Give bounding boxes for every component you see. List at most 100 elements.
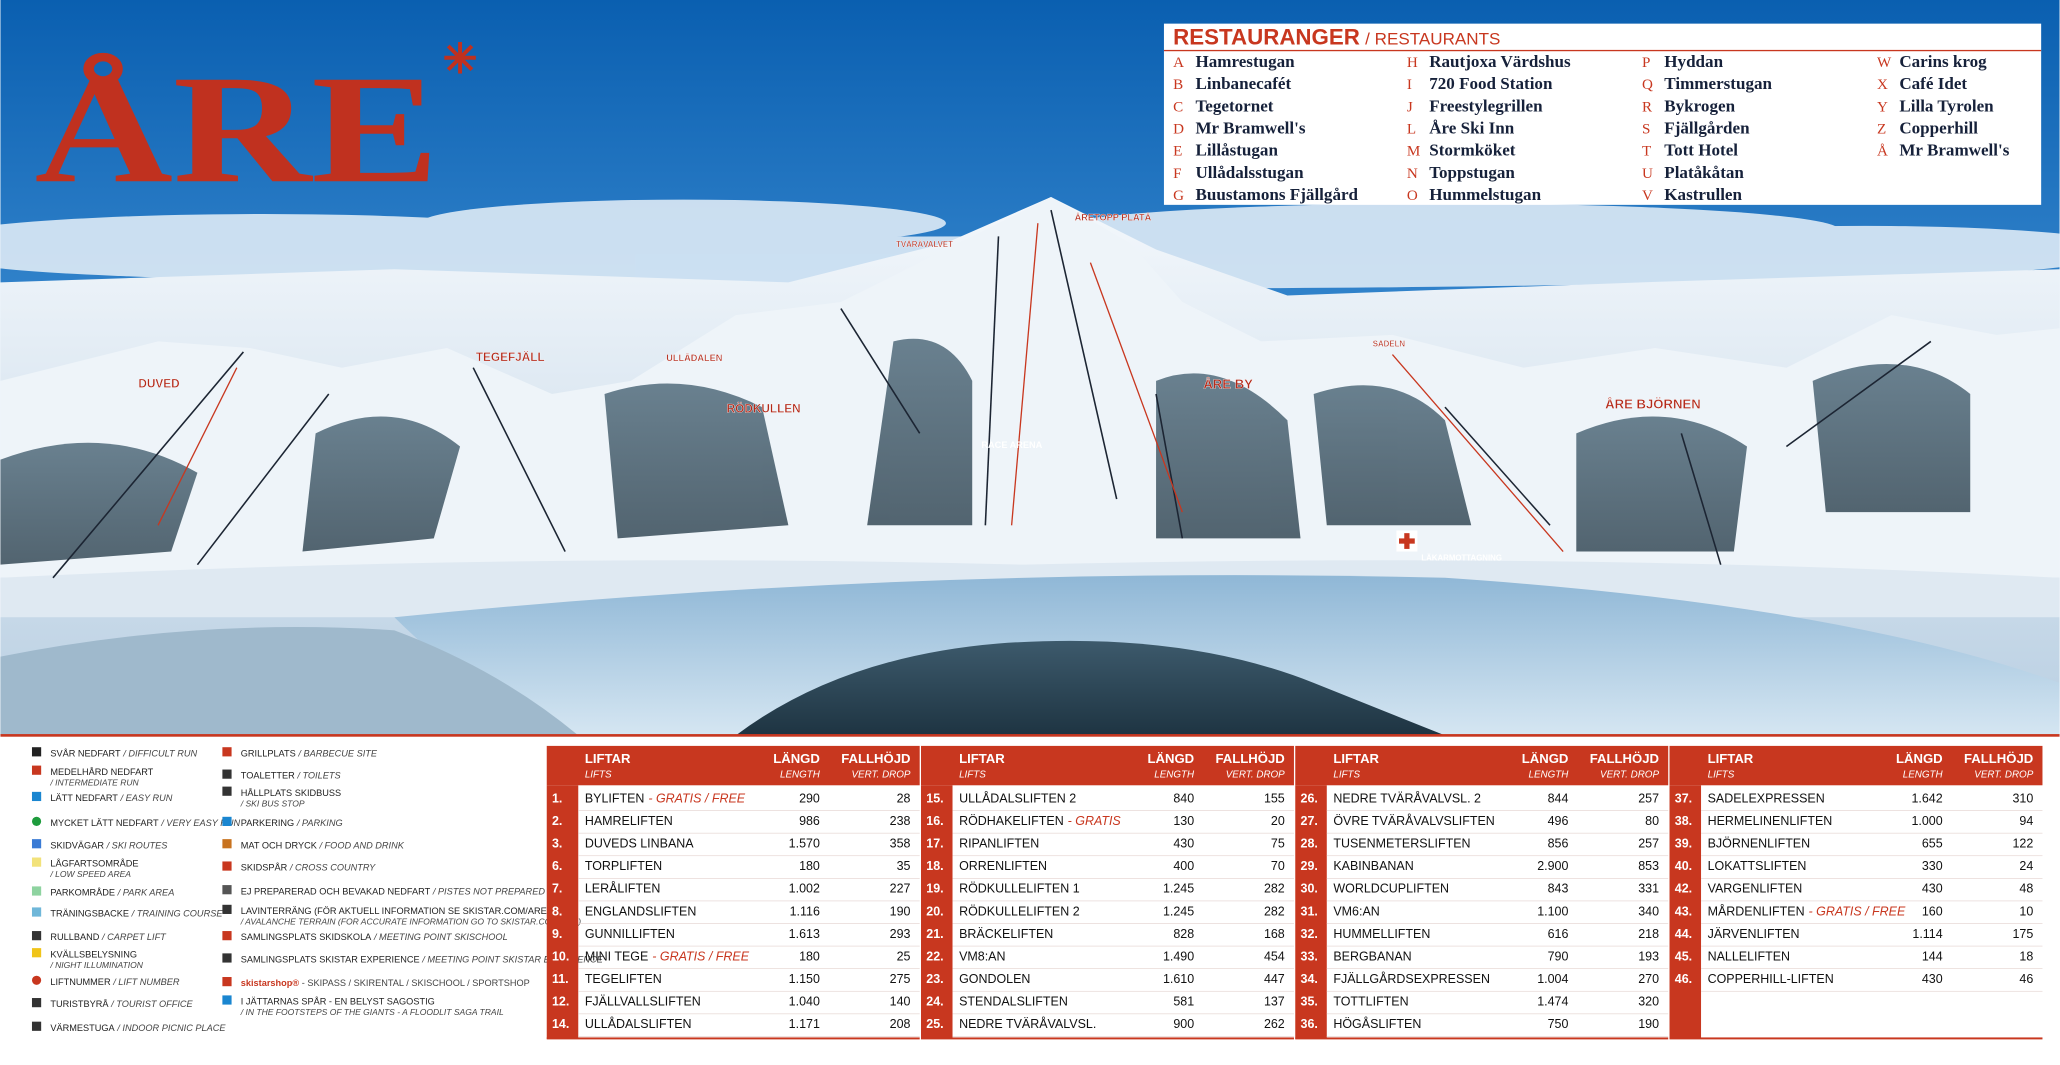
row-rule <box>1326 900 1669 902</box>
lift-name: HUMMELLIFTEN <box>1333 927 1430 941</box>
lift-number: 6. <box>552 859 562 873</box>
legend-label: HÅLLPLATS SKIDBUSS <box>241 788 341 798</box>
header-drop-en: VERT. DROP <box>1226 769 1285 780</box>
restaurant-box <box>1163 23 2042 205</box>
lift-name: MINI TEGE - GRATIS / FREE <box>585 949 750 963</box>
lift-drop: 10 <box>2019 904 2033 918</box>
lift-number: 29. <box>1301 859 1318 873</box>
lift-name-text: KABINBANAN <box>1333 859 1413 873</box>
legend-sv: MEDELHÅRD NEDFART <box>50 767 153 777</box>
lift-name-text: GUNNILLIFTEN <box>585 927 675 941</box>
table-header-bar <box>921 745 1294 786</box>
lift-drop: 340 <box>1638 904 1659 918</box>
restaurant-name: Mr Bramwell's <box>1195 119 1305 138</box>
lift-name-text: TEGELIFTEN <box>585 972 662 986</box>
lift-name-text: BYLIFTEN <box>585 791 645 805</box>
lift-name-text: TORPLIFTEN <box>585 859 662 873</box>
legend-icon <box>31 998 42 1008</box>
legend-label: TURISTBYRÅ / TOURIST OFFICE <box>50 999 193 1009</box>
restaurant-name: Lillåstugan <box>1195 141 1278 160</box>
table-bottom-rule <box>1669 1037 2043 1040</box>
lift-name: TOTTLIFTEN <box>1333 995 1408 1009</box>
restaurant-name: Fjällgården <box>1664 119 1750 138</box>
lift-name-text: BERGBANAN <box>1333 949 1411 963</box>
lift-name-text: TUSENMETERSLIFTEN <box>1333 837 1470 851</box>
lift-name-text: NALLELIFTEN <box>1708 949 1790 963</box>
lift-drop: 140 <box>890 995 911 1009</box>
forests <box>0 338 1971 565</box>
lift-drop: 320 <box>1638 995 1659 1009</box>
row-rule <box>578 832 920 834</box>
lift-drop: 310 <box>2012 791 2033 805</box>
lift-name-text: FJÄLLVALLSLIFTEN <box>585 995 701 1009</box>
lift-number: 40. <box>1675 859 1692 873</box>
lift-length: 430 <box>1922 972 1943 986</box>
legend-label: LÄTT NEDFART / EASY RUN <box>50 793 172 803</box>
restaurant-letter: L <box>1407 122 1416 138</box>
lift-length: 1.150 <box>789 972 820 986</box>
restaurant-letter: V <box>1642 188 1653 204</box>
lift-number: 43. <box>1675 904 1692 918</box>
lift-length: 856 <box>1548 837 1569 851</box>
lift-name-text: NEDRE TVÄRÅVALVSL. 2 <box>1333 790 1481 805</box>
lift-name: FJÄLLGÅRDSEXPRESSEN <box>1333 971 1490 986</box>
lift-name-text: BJÖRNENLIFTEN <box>1708 837 1811 851</box>
restaurant-letter: F <box>1173 166 1181 182</box>
lift-drop: 257 <box>1638 837 1659 851</box>
lift-drop: 447 <box>1264 972 1285 986</box>
lift-name: LERÅLIFTEN <box>585 881 661 896</box>
foreground-hill <box>0 627 579 736</box>
lift-drop: 28 <box>897 791 911 805</box>
legend-sv: SAMLINGSPLATS SKISTAR EXPERIENCE <box>241 955 420 965</box>
legend-en: / LOW SPEED AREA <box>49 869 131 879</box>
lift-name: BJÖRNENLIFTEN <box>1708 837 1811 851</box>
lift-name-text: VM6:AN <box>1333 904 1379 918</box>
lift-name: TORPLIFTEN <box>585 859 662 873</box>
legend-sv: SKIDSPÅR <box>241 863 288 873</box>
lift-number: 24. <box>926 995 943 1009</box>
restaurant-letter: H <box>1407 55 1418 71</box>
map-label: ULLÅDALEN <box>666 353 723 363</box>
legend-label: SKIDSPÅR / CROSS COUNTRY <box>241 863 376 873</box>
lift-length: 1.114 <box>1912 927 1942 941</box>
lift-name: COPPERHILL-LIFTEN <box>1708 972 1834 986</box>
legend-sv: VÄRMESTUGA <box>50 1023 115 1033</box>
row-rule <box>1701 878 2043 879</box>
table-number-strip <box>1669 785 1702 1039</box>
lift-drop: 454 <box>1264 949 1285 963</box>
legend-en: / MEETING POINT SKISCHOOL <box>373 932 508 942</box>
restaurant-name: Tegetornet <box>1195 96 1273 115</box>
row-rule <box>578 810 920 811</box>
legend-en: / SKI ROUTES <box>106 840 169 850</box>
lift-drop: 175 <box>2012 927 2033 941</box>
lift-name: KABINBANAN <box>1333 859 1413 873</box>
lift-drop: 227 <box>890 882 911 896</box>
restaurant-name: Hyddan <box>1664 52 1723 71</box>
legend-en: / LIFT NUMBER <box>112 977 180 987</box>
restaurant-letter: U <box>1642 166 1653 182</box>
lift-drop: 238 <box>890 814 911 828</box>
lift-number: 1. <box>552 791 562 805</box>
lift-name: DUVEDS LINBANA <box>585 837 694 851</box>
lift-name-text: GONDOLEN <box>959 972 1030 986</box>
divider <box>0 734 2060 737</box>
lift-drop: 18 <box>2019 949 2033 963</box>
legend-sv: PARKOMRÅDE <box>50 888 115 898</box>
restaurant-name: Café Idet <box>1899 74 1967 93</box>
lift-name: BYLIFTEN - GRATIS / FREE <box>585 791 746 805</box>
row-rule <box>1701 832 2043 834</box>
row-rule <box>952 878 1294 879</box>
legend-sv: GRILLPLATS <box>241 748 296 758</box>
lift-length: 496 <box>1548 814 1569 828</box>
ridge <box>0 196 2060 578</box>
lift-drop: 358 <box>890 837 911 851</box>
legend-icon <box>31 839 42 849</box>
lift-name-text: MINI TEGE <box>585 949 649 963</box>
lift-drop: 35 <box>897 859 911 873</box>
legend-label: SVÅR NEDFART / DIFFICULT RUN <box>50 748 197 758</box>
lift-name: RÖDKULLELIFTEN 1 <box>959 882 1080 896</box>
restaurant-name: Hummelstugan <box>1429 185 1541 204</box>
header-drop-en: VERT. DROP <box>1974 769 2033 780</box>
